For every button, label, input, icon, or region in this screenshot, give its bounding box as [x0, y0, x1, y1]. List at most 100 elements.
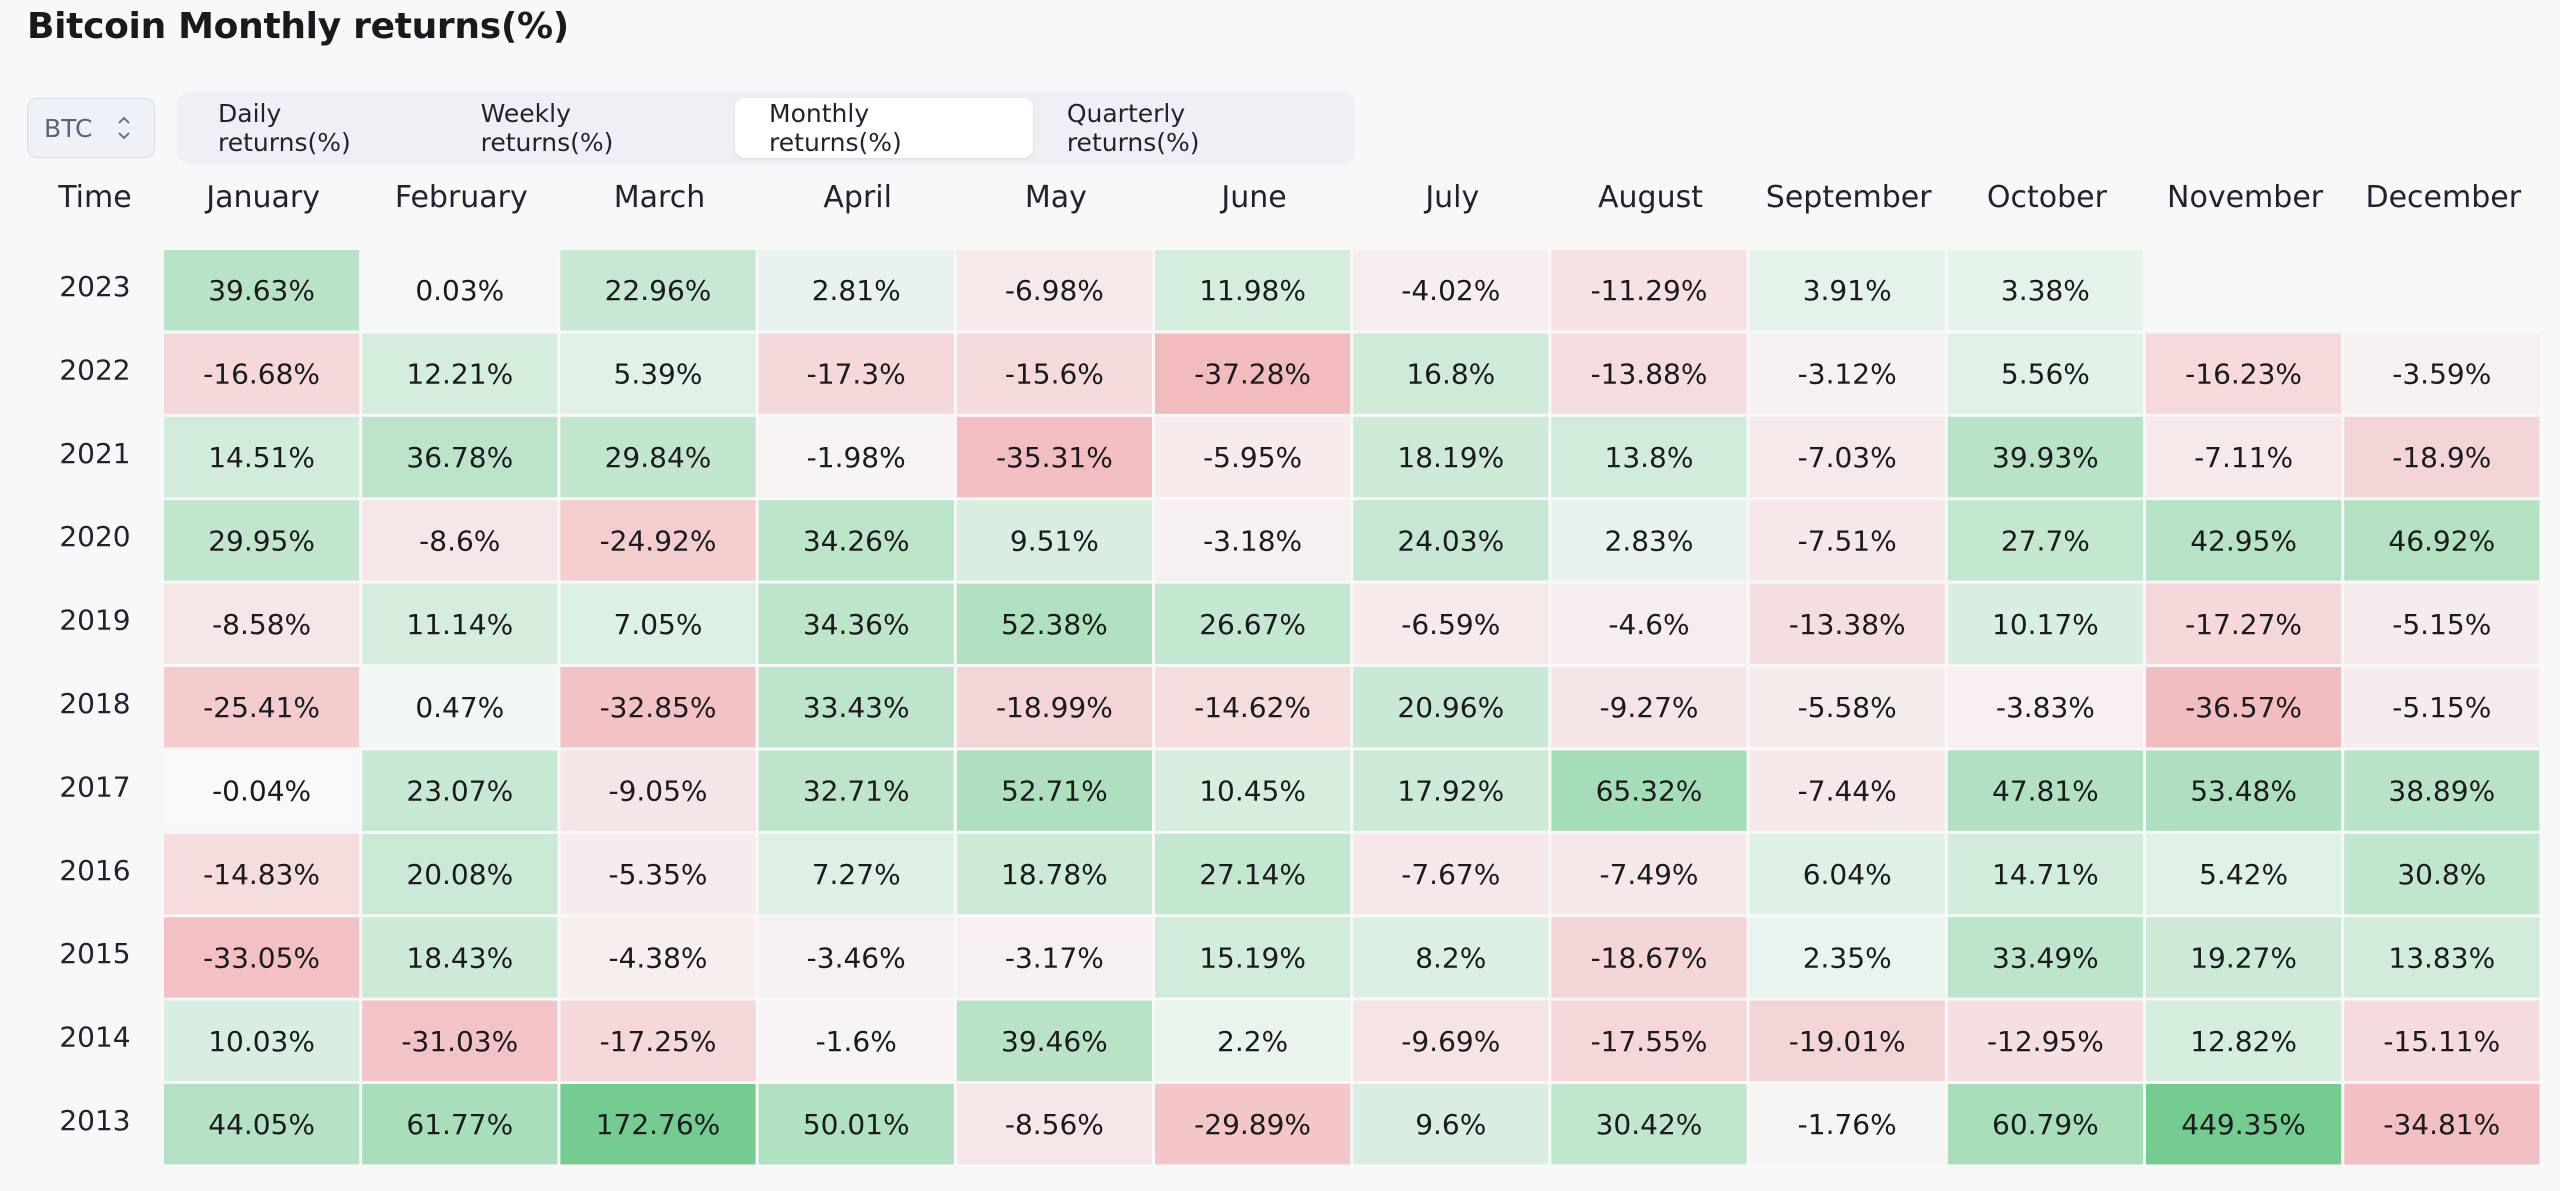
cell-value-label: 53.48%	[2190, 775, 2297, 808]
heatmap-cell	[2344, 833, 2540, 915]
heatmap-cell	[1749, 750, 1945, 831]
heatmap-cell	[1155, 1000, 1351, 1081]
heatmap-cell	[1551, 1084, 1747, 1165]
cell-value-label: 52.71%	[1001, 775, 1108, 808]
year-label-2017: 2017	[59, 770, 130, 803]
heatmap-cell	[956, 917, 1152, 998]
column-header-july: July	[1423, 180, 1479, 215]
heatmap-cell	[1353, 583, 1549, 664]
heatmap-cell	[2146, 833, 2342, 915]
cell-value-label: -24.92%	[600, 524, 717, 557]
cell-value-label: 27.7%	[2001, 524, 2090, 557]
heatmap-cell	[2146, 917, 2342, 998]
heatmap-cell	[758, 333, 954, 414]
cell-value-label: -3.12%	[1798, 358, 1897, 391]
heatmap-cell	[362, 1000, 558, 1081]
cell-value-label: -1.76%	[1798, 1108, 1897, 1141]
cell-value-label: 8.2%	[1415, 941, 1486, 974]
tab-quarterly-returns[interactable]: Quarterly returns(%)	[1066, 99, 1200, 157]
heatmap-cell	[1947, 750, 2143, 831]
cell-value-label: -8.56%	[1005, 1108, 1104, 1141]
heatmap-cell	[1551, 333, 1747, 414]
heatmap-cell	[758, 750, 954, 831]
cell-value-label: 50.01%	[803, 1108, 910, 1141]
cell-value-label: 17.92%	[1397, 775, 1504, 808]
heatmap-cell	[362, 583, 558, 664]
heatmap-cell	[1353, 833, 1549, 915]
heatmap-cell	[758, 667, 954, 748]
cell-value-label: -8.58%	[212, 608, 311, 641]
cell-value-label: -3.18%	[1203, 524, 1302, 557]
cell-value-label: -3.59%	[2392, 358, 2491, 391]
heatmap-cell	[362, 333, 558, 414]
column-header-december: December	[2366, 180, 2522, 215]
tab-weekly-returns[interactable]: Weekly returns(%)	[480, 99, 614, 157]
cell-value-label: 449.35%	[2181, 1108, 2306, 1141]
heatmap-cell	[560, 833, 756, 915]
tab-daily-returns[interactable]: Daily returns(%)	[218, 99, 351, 157]
cell-value-label: -9.27%	[1599, 691, 1698, 724]
cell-value-label: -7.67%	[1401, 858, 1500, 891]
heatmap-cell	[2146, 583, 2342, 664]
cell-value-label: -9.69%	[1401, 1025, 1500, 1058]
cell-value-label: -7.44%	[1798, 775, 1897, 808]
heatmap-cell	[1749, 1000, 1945, 1081]
heatmap-cell	[164, 917, 360, 998]
heatmap-cell	[2344, 917, 2540, 998]
year-label-2021: 2021	[59, 437, 130, 470]
cell-value-label: -7.03%	[1798, 441, 1897, 474]
column-header-march: March	[614, 180, 705, 215]
cell-value-label: -6.98%	[1005, 274, 1104, 307]
heatmap-cell	[1947, 1084, 2143, 1165]
heatmap-cell	[1749, 250, 1945, 331]
cell-value-label: 24.03%	[1397, 524, 1504, 557]
cell-value-label: 5.42%	[2199, 858, 2288, 891]
cell-value-label: 10.17%	[1992, 608, 2099, 641]
cell-value-label: 33.49%	[1992, 941, 2099, 974]
year-label-2016: 2016	[59, 854, 130, 887]
cell-value-label: -3.17%	[1005, 941, 1104, 974]
cell-value-label: 7.27%	[812, 858, 901, 891]
heatmap-cell	[560, 250, 756, 331]
cell-value-label: -7.51%	[1798, 524, 1897, 557]
heatmap-cell	[758, 1084, 954, 1165]
tab-monthly-returns[interactable]: Monthly returns(%)	[735, 98, 1033, 158]
heatmap-cell	[758, 250, 954, 331]
heatmap-cell	[1551, 500, 1747, 581]
cell-value-label: 38.89%	[2388, 775, 2495, 808]
heatmap-cell	[362, 917, 558, 998]
cell-value-label: -13.88%	[1591, 358, 1708, 391]
heatmap-cell	[2146, 1084, 2342, 1165]
cell-value-label: 12.82%	[2190, 1025, 2297, 1058]
cell-value-label: -5.15%	[2392, 608, 2491, 641]
asset-select[interactable]: BTC	[27, 98, 155, 158]
heatmap-cell	[164, 667, 360, 748]
cell-value-label: 16.8%	[1406, 358, 1495, 391]
heatmap-cell	[2146, 500, 2342, 581]
year-label-2023: 2023	[59, 270, 130, 303]
cell-value-label: 30.8%	[2397, 858, 2486, 891]
heatmap-cell	[362, 1084, 558, 1165]
column-header-february: February	[395, 180, 528, 215]
heatmap-cell	[1551, 416, 1747, 498]
heatmap-cell	[362, 416, 558, 498]
heatmap-cell	[758, 416, 954, 498]
cell-value-label: -5.95%	[1203, 441, 1302, 474]
heatmap-cell	[362, 250, 558, 331]
cell-value-label: -13.38%	[1789, 608, 1906, 641]
heatmap-cell	[560, 333, 756, 414]
heatmap-cell	[1155, 750, 1351, 831]
cell-value-label: 32.71%	[803, 775, 910, 808]
cell-value-label: -18.67%	[1591, 941, 1708, 974]
cell-value-label: 7.05%	[614, 608, 703, 641]
heatmap-cell	[2146, 1000, 2342, 1081]
heatmap-cell	[2344, 667, 2540, 748]
cell-value-label: 20.96%	[1397, 691, 1504, 724]
heatmap-cell	[956, 500, 1152, 581]
heatmap-cell	[1155, 917, 1351, 998]
heatmap-cell	[362, 750, 558, 831]
heatmap-cell	[1551, 833, 1747, 915]
heatmap-cell	[2344, 583, 2540, 664]
heatmap-cell	[164, 333, 360, 414]
cell-value-label: 13.83%	[2388, 941, 2495, 974]
